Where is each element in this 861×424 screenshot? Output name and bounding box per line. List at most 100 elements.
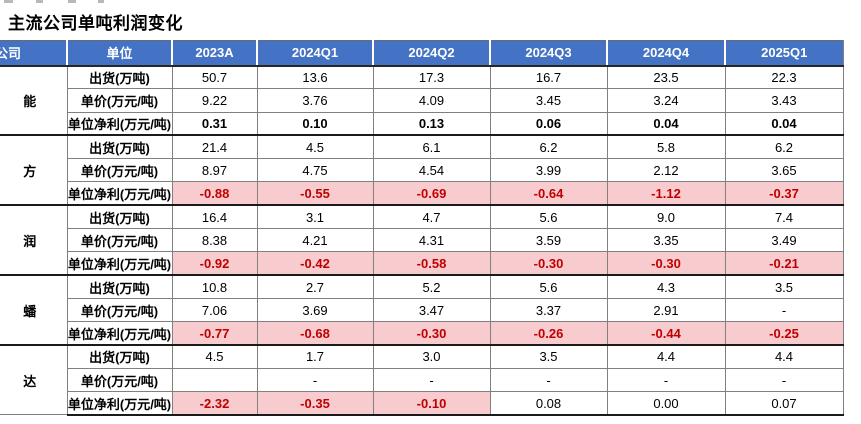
value-cell: 6.1 [372, 134, 491, 160]
row-label: 单位净利(万元/吨) [66, 321, 173, 346]
row-label: 单位净利(万元/吨) [66, 251, 173, 276]
table-row: 单位净利(万元/吨) -0.92 -0.42 -0.58 -0.30 -0.30 -0.21 [0, 251, 844, 276]
value-cell: -0.92 [171, 251, 258, 276]
row-label: 单价(万元/吨) [66, 88, 173, 113]
value-cell: 4.3 [606, 274, 726, 299]
company-name: 能 [0, 64, 68, 136]
value-cell: -0.68 [256, 321, 374, 346]
value-cell: - [372, 367, 491, 393]
value-cell: -0.69 [372, 181, 491, 206]
value-cell: -0.88 [171, 181, 258, 206]
value-cell: - [724, 297, 844, 323]
value-cell: 10.8 [171, 274, 258, 299]
value-cell: -0.21 [724, 251, 844, 276]
table-row: 单价(万元/吨) 9.22 3.76 4.09 3.45 3.24 3.43 [0, 88, 844, 113]
row-label: 出货(万吨) [66, 274, 173, 299]
value-cell: -0.30 [372, 321, 491, 346]
value-cell: -0.30 [606, 251, 726, 276]
row-label: 单位净利(万元/吨) [66, 111, 173, 136]
table-row: 单价(万元/吨) 8.97 4.75 4.54 3.99 2.12 3.65 [0, 158, 844, 183]
value-cell: 13.6 [256, 64, 374, 90]
value-cell: 5.6 [489, 204, 608, 230]
value-cell: 2.91 [606, 297, 726, 323]
company-name-fragment: 润 [23, 233, 37, 249]
value-cell: 4.4 [724, 344, 844, 369]
value-cell: 3.47 [372, 297, 491, 323]
column-header-2024q4: 2024Q4 [606, 40, 726, 67]
table-row: 蟠 出货(万吨) 10.8 2.7 5.2 5.6 4.3 3.5 [0, 274, 844, 346]
table-header: 公司 单位 2023A 2024Q1 2024Q2 2024Q3 2024Q4 … [0, 40, 844, 67]
value-cell: 3.59 [489, 228, 608, 253]
value-cell: 0.10 [256, 111, 374, 136]
value-cell: 3.69 [256, 297, 374, 323]
column-header-2023a: 2023A [171, 40, 258, 67]
company-name: 润 [0, 204, 68, 276]
value-cell: -0.25 [724, 321, 844, 346]
value-cell: 3.76 [256, 88, 374, 113]
row-label: 单价(万元/吨) [66, 228, 173, 253]
table-row: 达出货(万吨) 4.5 1.7 3.0 3.5 4.4 4.4 [0, 344, 844, 416]
value-cell: 3.43 [724, 88, 844, 113]
value-cell: 7.06 [171, 297, 258, 323]
row-label: 出货(万吨) [66, 204, 173, 230]
value-cell: 3.24 [606, 88, 726, 113]
value-cell: 2.12 [606, 158, 726, 183]
value-cell: 4.5 [171, 344, 258, 369]
table-row: 润 出货(万吨) 16.4 3.1 4.7 5.6 9.0 7.4 [0, 204, 844, 276]
value-cell: 3.65 [724, 158, 844, 183]
value-cell: 4.09 [372, 88, 491, 113]
table-row: 单位净利(万元/吨) -0.88 -0.55 -0.69 -0.64 -1.12 -0.37 [0, 181, 844, 206]
table-row: 能 出货(万吨) 50.7 13.6 17.3 16.7 23.5 22.3 [0, 64, 844, 136]
value-cell: - [606, 367, 726, 393]
value-cell: 4.7 [372, 204, 491, 230]
value-cell: 6.2 [489, 134, 608, 160]
value-cell: 0.00 [606, 391, 726, 416]
value-cell: 5.6 [489, 274, 608, 299]
value-cell: - [724, 367, 844, 393]
column-header-2024q2: 2024Q2 [372, 40, 491, 67]
value-cell: 7.4 [724, 204, 844, 230]
value-cell: -0.58 [372, 251, 491, 276]
value-cell: 8.97 [171, 158, 258, 183]
value-cell: 23.5 [606, 64, 726, 90]
value-cell: 0.04 [606, 111, 726, 136]
table-row: 单价(万元/吨) 7.06 3.69 3.47 3.37 2.91- [0, 297, 844, 323]
value-cell: -0.64 [489, 181, 608, 206]
value-cell: 9.22 [171, 88, 258, 113]
value-cell: 4.75 [256, 158, 374, 183]
value-cell: - [489, 367, 608, 393]
company-name-fragment: 蟠 [23, 303, 37, 319]
header-row: 公司 单位 2023A 2024Q1 2024Q2 2024Q3 2024Q4 … [0, 40, 844, 67]
value-cell: -0.30 [489, 251, 608, 276]
value-cell: -0.55 [256, 181, 374, 206]
column-header-unit: 单位 [66, 40, 173, 67]
value-cell: 5.8 [606, 134, 726, 160]
row-label: 单价(万元/吨) [66, 367, 173, 393]
value-cell: 4.21 [256, 228, 374, 253]
value-cell: 9.0 [606, 204, 726, 230]
value-cell: 16.4 [171, 204, 258, 230]
value-cell: 3.5 [489, 344, 608, 369]
value-cell: 4.4 [606, 344, 726, 369]
row-label: 出货(万吨) [66, 64, 173, 90]
profit-table: 公司 单位 2023A 2024Q1 2024Q2 2024Q3 2024Q4 … [0, 40, 844, 416]
value-cell: 50.7 [171, 64, 258, 90]
table-row: 单位净利(万元/吨) -0.77 -0.68 -0.30 -0.26 -0.44 -0.25 [0, 321, 844, 346]
value-cell: 0.06 [489, 111, 608, 136]
company-name: 蟠 [0, 274, 68, 346]
row-label: 单价(万元/吨) [66, 158, 173, 183]
value-cell: 3.49 [724, 228, 844, 253]
value-cell: 21.4 [171, 134, 258, 160]
value-cell: -0.37 [724, 181, 844, 206]
table-row: 单价(万元/吨) - - - - - [0, 367, 844, 393]
company-name-fragment: 能 [23, 93, 37, 109]
value-cell: -0.77 [171, 321, 258, 346]
row-label: 单位净利(万元/吨) [66, 181, 173, 206]
value-cell: 17.3 [372, 64, 491, 90]
value-cell: - [256, 367, 374, 393]
company-name-fragment: 方 [23, 163, 37, 179]
profit-table-body: 能出货(万吨) 50.7 13.6 17.3 16.7 23.5 22.3 单价(万元/吨) 9… [0, 64, 844, 416]
value-cell: -2.32 [171, 391, 258, 416]
value-cell [171, 367, 258, 393]
